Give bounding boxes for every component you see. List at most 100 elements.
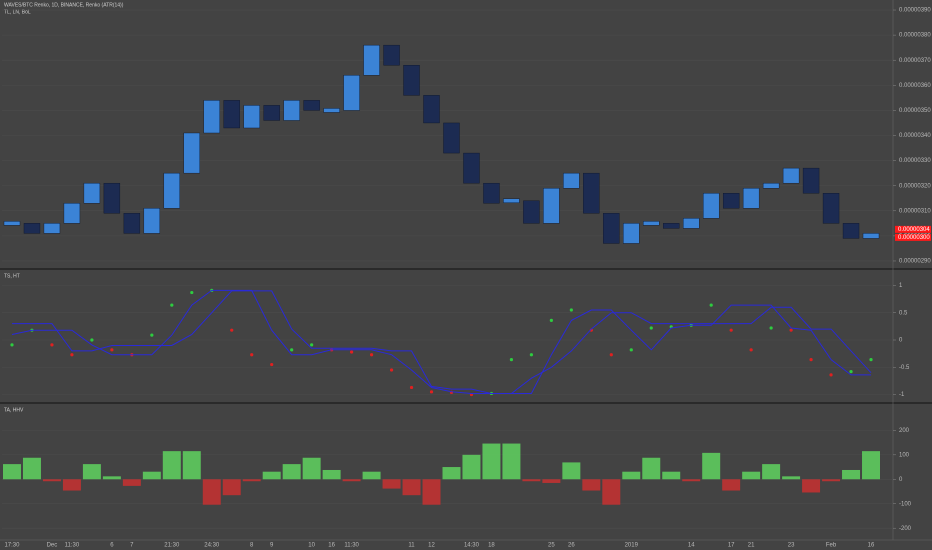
y-tick-label: 0.00000330 [899, 158, 931, 164]
histogram-bar [322, 469, 341, 480]
y-tick-label: 0.00000340 [899, 133, 931, 139]
oscillator-dot [170, 303, 174, 307]
oscillator-dot [369, 353, 374, 357]
x-tick-label: 26 [568, 543, 575, 549]
x-tick-label: 21 [748, 543, 755, 549]
x-tick-label: 14 [688, 543, 695, 549]
y-tick-label: -0.5 [899, 365, 910, 371]
oscillator-dot [230, 328, 234, 332]
y-tick-label: 200 [899, 428, 910, 434]
renko-brick [802, 167, 820, 194]
renko-brick [263, 105, 280, 121]
pane-title: TS, HT [4, 273, 20, 279]
y-tick-label: 0.00000310 [899, 208, 931, 214]
chart-subtitle: TL, LN, BoL [4, 9, 31, 15]
x-tick-label: 18 [488, 543, 495, 549]
histogram-bar [462, 454, 481, 480]
y-tick-label: 0.00000390 [899, 8, 931, 14]
x-tick-label: 14:30 [464, 543, 480, 549]
renko-brick [303, 100, 320, 111]
histogram-bar [82, 464, 101, 480]
renko-brick [423, 95, 440, 124]
x-tick-label: 16 [328, 543, 335, 549]
renko-brick [143, 208, 161, 234]
oscillator-dot [729, 328, 733, 332]
x-tick-label: 16 [868, 543, 875, 549]
histogram-bar [262, 471, 281, 480]
renko-brick [583, 172, 600, 214]
price-label-bg [895, 225, 931, 233]
y-tick-label: 0.00000350 [899, 108, 931, 114]
renko-brick [83, 182, 101, 204]
renko-brick [722, 193, 740, 209]
histogram-bar [362, 471, 381, 480]
renko-brick [623, 223, 640, 244]
renko-brick [563, 172, 580, 189]
renko-brick [323, 108, 340, 113]
y-tick-label: 0.00000290 [899, 259, 931, 265]
histogram-bar [402, 479, 421, 496]
histogram-bar [722, 479, 741, 491]
x-tick-label: 25 [548, 543, 555, 549]
x-tick-label: 8 [250, 543, 254, 549]
x-tick-label: 6 [110, 543, 114, 549]
x-tick-label: Feb [826, 543, 837, 549]
histogram-bar [62, 479, 81, 491]
renko-brick [363, 44, 380, 76]
histogram-bar [22, 457, 41, 480]
histogram-bar [502, 443, 521, 480]
renko-brick [762, 182, 780, 189]
histogram-bar [42, 479, 61, 482]
renko-brick [782, 167, 800, 184]
renko-brick [103, 182, 121, 214]
renko-brick [643, 221, 660, 226]
histogram-bar [482, 443, 501, 480]
histogram-bar [182, 451, 201, 480]
price-label: 0.00000300 [898, 235, 930, 241]
oscillator-dot [389, 368, 394, 372]
histogram-bar [682, 479, 701, 482]
oscillator-dot [529, 353, 533, 357]
oscillator-dot [569, 308, 573, 312]
oscillator-dot [190, 290, 194, 295]
oscillator-dot [70, 353, 74, 357]
histogram-bar [442, 467, 461, 480]
x-tick-label: 12 [428, 543, 435, 549]
renko-brick [603, 213, 620, 244]
oscillator-dot [829, 373, 833, 377]
x-tick-label: 23 [788, 543, 795, 549]
y-tick-label: 0.5 [899, 310, 908, 316]
histogram-bar [522, 479, 541, 482]
renko-brick [663, 223, 680, 229]
histogram-bar [642, 457, 661, 480]
renko-brick [223, 100, 240, 129]
oscillator-dot [110, 348, 114, 352]
histogram-bar [202, 479, 221, 505]
y-tick-label: -1 [899, 392, 905, 398]
oscillator-dot [549, 318, 553, 322]
oscillator-dot [409, 385, 414, 390]
x-tick-label: 10 [308, 543, 315, 549]
signal-line [12, 290, 872, 394]
histogram-bar [282, 464, 301, 480]
renko-brick [183, 132, 200, 174]
oscillator-dot [749, 348, 753, 352]
histogram-bar [302, 457, 321, 480]
oscillator-dot [789, 328, 793, 332]
y-tick-label: 0.00000360 [899, 83, 931, 89]
renko-brick [742, 188, 760, 209]
y-tick-label: -200 [899, 526, 912, 532]
x-tick-label: 21:30 [164, 543, 180, 549]
renko-brick [503, 198, 520, 203]
histogram-bar [382, 479, 401, 489]
histogram-bar [822, 479, 841, 482]
x-tick-label: Dec [47, 543, 58, 549]
price-label-bg [895, 233, 931, 241]
histogram-bar [662, 471, 681, 480]
histogram-bar [422, 479, 441, 505]
x-tick-label: 11 [408, 543, 415, 549]
y-tick-label: 100 [899, 452, 910, 458]
renko-brick [862, 233, 880, 239]
oscillator-dot [429, 390, 434, 394]
